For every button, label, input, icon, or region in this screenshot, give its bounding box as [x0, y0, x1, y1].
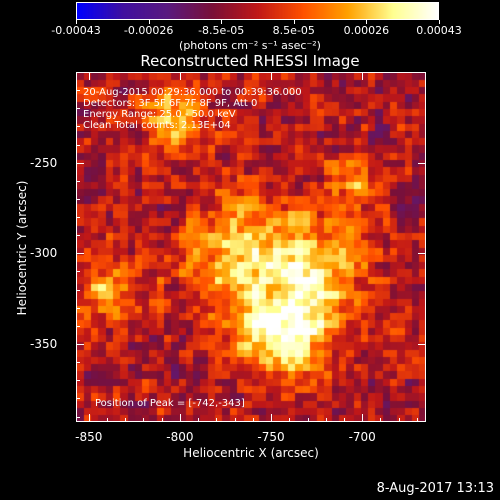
colorbar-tick-label: 0.00043 — [416, 24, 462, 37]
y-minor-tick — [76, 126, 80, 128]
colorbar-tick-label: -8.5e-05 — [198, 24, 245, 37]
y-minor-tick — [76, 217, 80, 219]
x-minor-tick — [416, 418, 418, 422]
x-tick-mark-top — [179, 72, 181, 80]
y-minor-tick — [76, 90, 80, 92]
colorbar-tick-mark — [439, 20, 440, 24]
y-axis-label: Heliocentric Y (arcsec) — [15, 180, 29, 316]
x-tick-mark-top — [88, 72, 90, 80]
x-minor-tick — [106, 418, 108, 422]
y-minor-tick — [76, 416, 80, 418]
x-minor-tick — [125, 418, 127, 422]
y-tick-label: -350 — [30, 337, 58, 352]
annotation-time-range: 20-Aug-2015 00:29:36.000 to 00:39:36.000 — [83, 87, 302, 98]
x-minor-tick — [307, 418, 309, 422]
x-tick-mark-top — [271, 72, 273, 80]
y-minor-tick — [76, 108, 80, 110]
y-minor-tick — [76, 72, 80, 73]
x-minor-tick — [252, 418, 254, 422]
colorbar-tick-label: 0.00026 — [343, 24, 390, 37]
colorbar-tick-mark — [76, 20, 77, 24]
x-tick-mark-top — [362, 72, 364, 80]
annotation-detectors: Detectors: 3F 5F 6F 7F 8F 9F, Att 0 — [83, 98, 258, 109]
x-minor-tick — [398, 418, 400, 422]
x-minor-tick — [271, 418, 273, 422]
y-minor-tick — [76, 307, 80, 309]
x-minor-tick — [362, 418, 364, 422]
y-minor-tick — [76, 180, 80, 182]
colorbar-tick-label: 8.5e-05 — [272, 24, 315, 37]
x-tick-label: -750 — [257, 430, 285, 444]
y-tick-mark-right — [418, 253, 426, 255]
x-tick-label: -850 — [75, 430, 103, 444]
x-minor-tick — [343, 418, 345, 422]
y-minor-tick — [76, 380, 80, 382]
y-tick-label: -300 — [30, 246, 58, 261]
x-minor-tick — [198, 418, 200, 422]
x-minor-tick — [179, 418, 181, 422]
x-minor-tick — [216, 418, 218, 422]
colorbar-tick-mark — [221, 20, 223, 24]
x-minor-tick — [88, 418, 90, 422]
x-minor-tick — [289, 418, 291, 422]
y-minor-tick — [76, 198, 80, 200]
y-minor-tick — [76, 362, 80, 364]
y-minor-tick — [76, 289, 80, 291]
colorbar — [76, 2, 439, 20]
y-minor-tick — [76, 144, 80, 146]
y-tick-mark — [76, 162, 84, 164]
x-minor-tick — [325, 418, 327, 422]
x-tick-label: -700 — [348, 430, 376, 444]
annotation-energy-range: Energy Range: 25.0 - 50.0 keV — [83, 109, 236, 120]
x-axis-label: Heliocentric X (arcsec) — [183, 446, 319, 460]
x-minor-tick — [161, 418, 163, 422]
colorbar-unit-label: (photons cm⁻² s⁻¹ asec⁻²) — [179, 39, 321, 52]
colorbar-tick-mark — [366, 20, 368, 24]
y-minor-tick — [76, 398, 80, 400]
y-minor-tick — [76, 253, 80, 255]
y-minor-tick — [76, 235, 80, 237]
y-minor-tick — [76, 344, 80, 346]
y-tick-mark-right — [418, 162, 426, 164]
y-tick-mark — [76, 253, 84, 255]
x-minor-tick — [380, 418, 382, 422]
y-minor-tick — [76, 325, 80, 327]
x-tick-label: -800 — [166, 430, 194, 444]
y-tick-mark — [76, 344, 84, 346]
heatmap-image — [77, 73, 425, 421]
y-minor-tick — [76, 271, 80, 273]
colorbar-tick-label: -0.00026 — [123, 24, 174, 37]
peak-position-label: Position of Peak = [-742,-343] — [95, 398, 245, 409]
colorbar-tick-mark — [293, 20, 295, 24]
plot-timestamp: 8-Aug-2017 13:13 — [376, 481, 494, 496]
annotation-total-counts: Clean Total counts: 2.13E+04 — [83, 120, 231, 131]
x-minor-tick — [234, 418, 236, 422]
x-minor-tick — [143, 418, 145, 422]
colorbar-tick-mark — [148, 20, 150, 24]
chart-title: Reconstructed RHESSI Image — [140, 52, 360, 70]
y-tick-label: -250 — [30, 155, 58, 170]
colorbar-tick-label: -0.00043 — [51, 24, 101, 37]
y-tick-mark-right — [418, 344, 426, 346]
plot-area: 20-Aug-2015 00:29:36.000 to 00:39:36.000… — [76, 72, 426, 422]
y-minor-tick — [76, 162, 80, 164]
